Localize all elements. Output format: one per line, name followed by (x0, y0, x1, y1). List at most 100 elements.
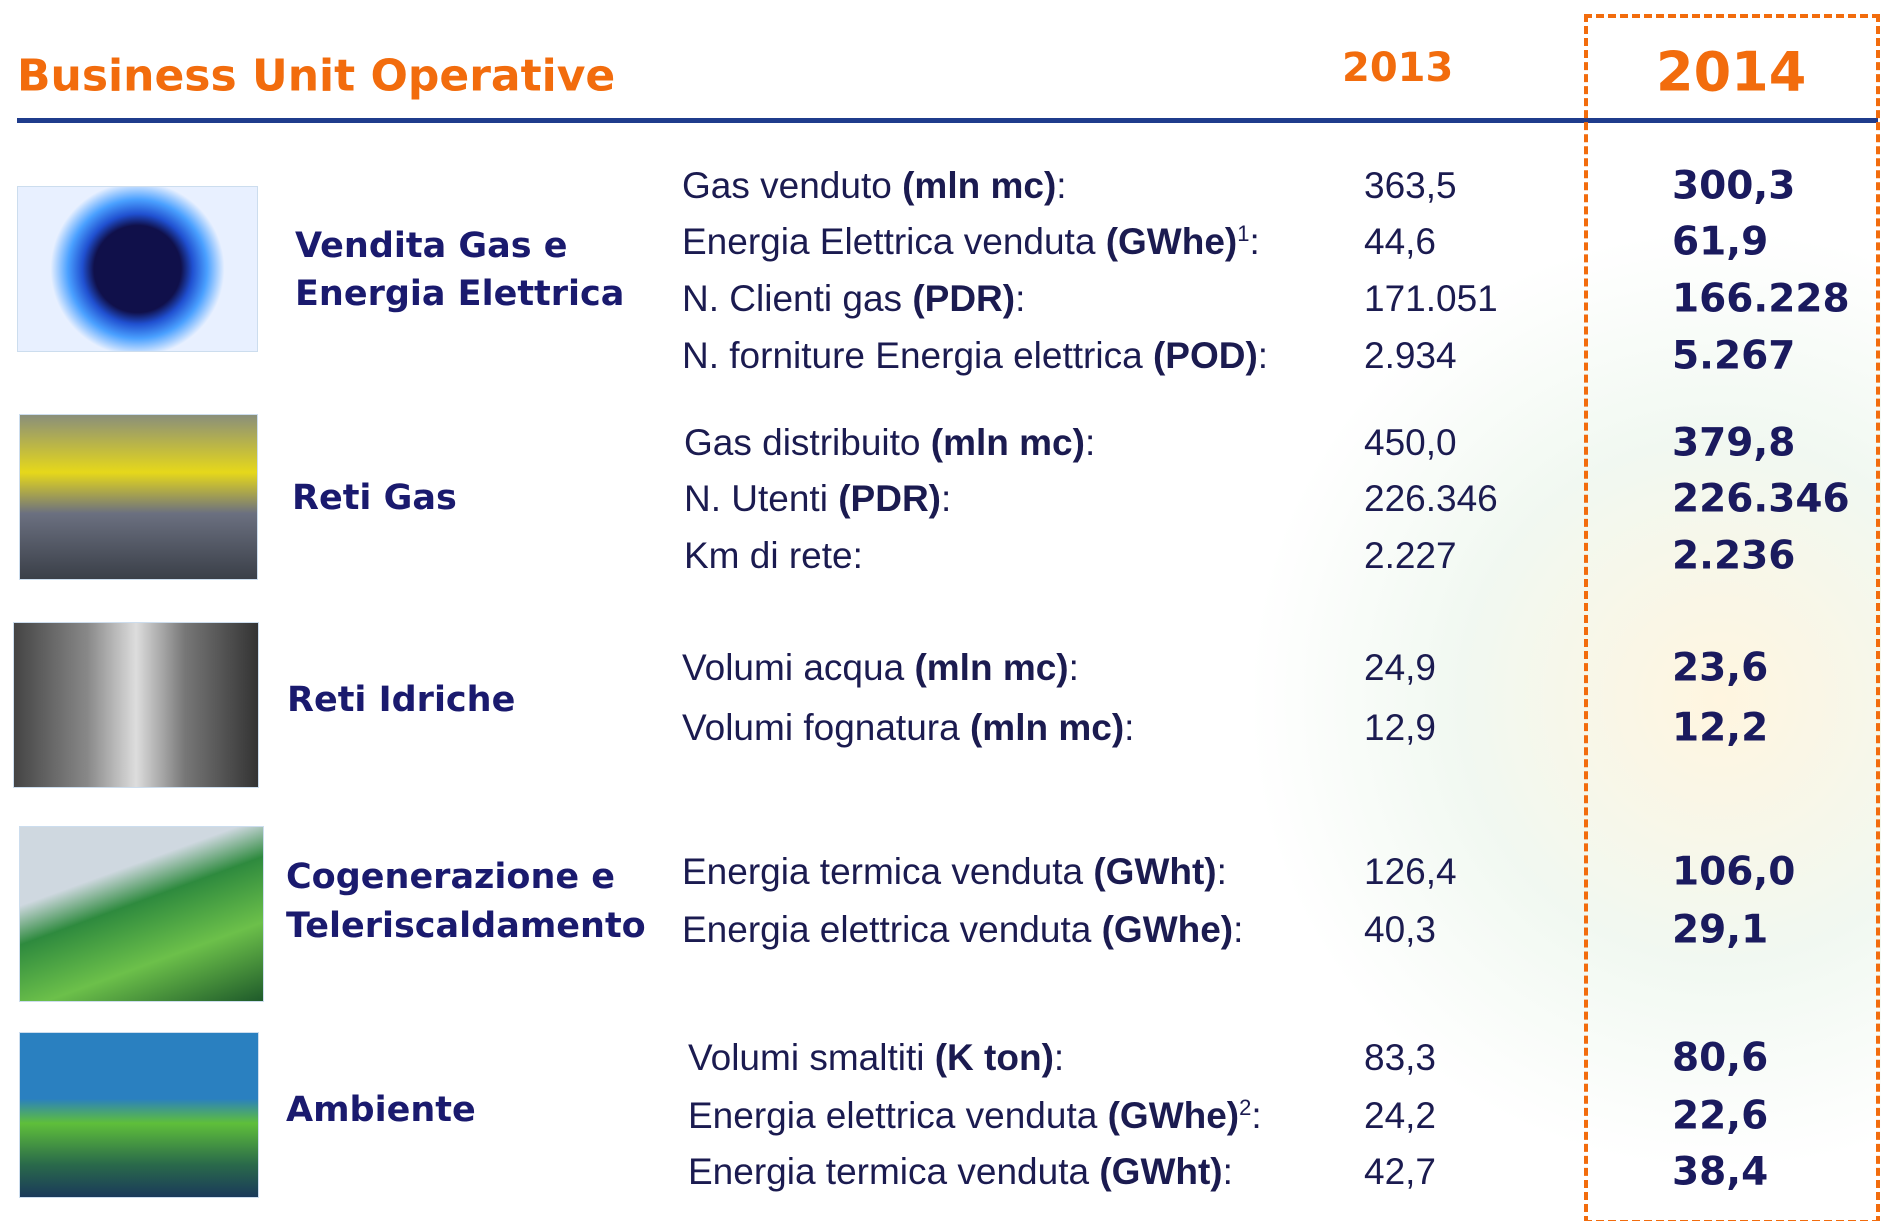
value-2014: 5.267 (1672, 333, 1796, 379)
metric-text: Km di rete: (684, 535, 863, 576)
metric-label: Volumi acqua (mln mc): (682, 647, 1079, 689)
rule (17, 118, 1878, 123)
value-2013: 2.934 (1364, 335, 1457, 376)
metric-end: : (1233, 909, 1244, 950)
value-2013: 42,7 (1364, 1151, 1437, 1192)
metric-label: Km di rete: (684, 535, 863, 577)
metric-label: Energia termica venduta (GWht): (682, 851, 1227, 893)
metric-label: Energia Elettrica venduta (GWhe)1: (682, 221, 1260, 263)
metric-label: Gas distribuito (mln mc): (684, 422, 1095, 464)
year-curr: 2014 (1656, 40, 1807, 104)
value-2014: 12,2 (1672, 705, 1769, 751)
year-prev: 2013 (1342, 45, 1454, 91)
value-2013: 24,2 (1364, 1095, 1437, 1136)
metric-unit: (PDR) (838, 478, 941, 519)
value-2014: 106,0 (1672, 849, 1796, 895)
metric-text: Volumi acqua (682, 647, 905, 688)
section-image (19, 414, 258, 580)
metric-text: Gas distribuito (684, 422, 921, 463)
metric-unit: (K ton) (934, 1037, 1054, 1078)
metric-end: : (1249, 221, 1260, 263)
metric-label: N. Utenti (PDR): (684, 478, 951, 520)
value-2013: 450,0 (1364, 422, 1457, 463)
metric-end: : (940, 478, 952, 519)
metric-text: Volumi fognatura (682, 707, 960, 748)
metric-text: N. Utenti (684, 478, 828, 519)
section-label: Vendita Gas e (295, 226, 568, 266)
metric-text: Energia Elettrica venduta (682, 221, 1096, 263)
footnote-ref: 2 (1239, 1094, 1252, 1120)
value-2014: 38,4 (1672, 1149, 1769, 1195)
value-2013: 24,9 (1364, 647, 1437, 688)
metric-label: Volumi smaltiti (K ton): (688, 1037, 1064, 1079)
section-image (13, 622, 259, 788)
metric-unit: (mln mc) (914, 647, 1069, 688)
value-2013: 226.346 (1364, 478, 1498, 519)
metric-text: Energia elettrica venduta (682, 909, 1092, 950)
value-2013: 363,5 (1364, 165, 1457, 206)
section-image (17, 186, 258, 352)
footnote-ref: 1 (1237, 220, 1250, 246)
section-label: Reti Gas (292, 478, 457, 518)
metric-unit: (PDR) (912, 278, 1016, 319)
value-2013: 40,3 (1364, 909, 1437, 950)
section-label: Ambiente (286, 1090, 476, 1130)
value-2013: 126,4 (1364, 851, 1457, 892)
metric-text: N. forniture Energia elettrica (682, 335, 1143, 376)
value-2013: 2.227 (1364, 535, 1457, 576)
metric-unit: (GWht) (1093, 851, 1217, 892)
metric-end: : (1257, 335, 1269, 376)
value-2014: 22,6 (1672, 1093, 1769, 1139)
metric-label: Volumi fognatura (mln mc): (682, 707, 1134, 749)
value-2014: 61,9 (1672, 219, 1769, 265)
section-label: Energia Elettrica (295, 274, 625, 314)
metric-end: : (1251, 1095, 1262, 1137)
metric-unit: (GWhe) (1101, 909, 1234, 950)
metric-end: : (1222, 1151, 1233, 1192)
metric-text: Energia termica venduta (688, 1151, 1090, 1192)
metric-text: Volumi smaltiti (688, 1037, 925, 1078)
metric-unit: (POD) (1152, 335, 1258, 376)
metric-text: N. Clienti gas (682, 278, 903, 319)
value-2013: 83,3 (1364, 1037, 1437, 1078)
metric-end: : (1015, 278, 1026, 319)
title: Business Unit Operative (17, 50, 616, 102)
metric-end: : (1068, 647, 1079, 688)
metric-end: : (1124, 707, 1135, 748)
metric-unit: (mln mc) (930, 422, 1085, 463)
value-2014: 29,1 (1672, 907, 1769, 953)
value-2014: 300,3 (1672, 163, 1796, 209)
section-label: Teleriscaldamento (286, 906, 646, 946)
metric-unit: (mln mc) (902, 165, 1057, 206)
value-2013: 171.051 (1364, 278, 1498, 319)
value-2013: 12,9 (1364, 707, 1437, 748)
value-2014: 80,6 (1672, 1035, 1769, 1081)
metric-label: N. forniture Energia elettrica (POD): (682, 335, 1268, 377)
metric-end: : (1053, 1037, 1065, 1078)
value-2014: 166.228 (1672, 276, 1850, 322)
section-label: Cogenerazione e (286, 857, 616, 897)
metric-text: Gas venduto (682, 165, 892, 206)
metric-unit: (mln mc) (969, 707, 1125, 748)
section-label: Reti Idriche (287, 680, 516, 720)
metric-end: : (1056, 165, 1067, 206)
metric-unit: (GWht) (1099, 1151, 1223, 1192)
value-2014: 2.236 (1672, 533, 1796, 579)
metric-label: Energia termica venduta (GWht): (688, 1151, 1233, 1193)
value-2014: 379,8 (1672, 420, 1796, 466)
metric-unit: (GWhe) (1105, 221, 1238, 263)
metric-unit: (GWhe) (1107, 1095, 1240, 1137)
metric-label: N. Clienti gas (PDR): (682, 278, 1025, 320)
metric-text: Energia termica venduta (682, 851, 1084, 892)
section-image (19, 826, 264, 1002)
value-2014: 23,6 (1672, 645, 1769, 691)
metric-label: Energia elettrica venduta (GWhe)2: (688, 1095, 1262, 1137)
metric-label: Gas venduto (mln mc): (682, 165, 1067, 207)
value-2013: 44,6 (1364, 221, 1437, 262)
metric-text: Energia elettrica venduta (688, 1095, 1098, 1137)
metric-label: Energia elettrica venduta (GWhe): (682, 909, 1243, 951)
value-2014: 226.346 (1672, 476, 1850, 522)
section-image (19, 1032, 259, 1198)
metric-end: : (1084, 422, 1096, 463)
